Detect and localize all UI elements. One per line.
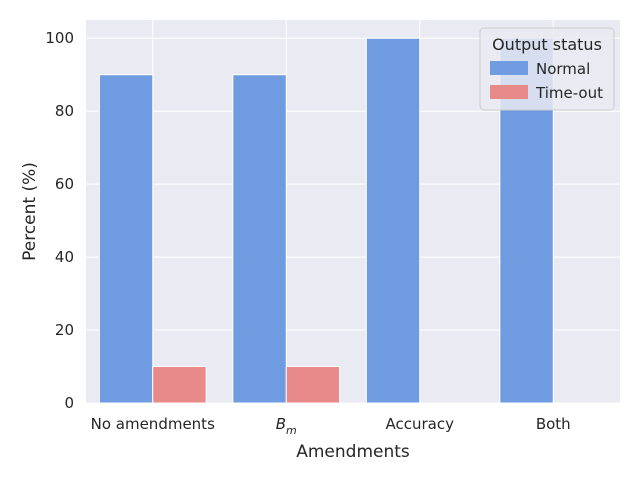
bar-normal — [365, 37, 421, 404]
legend-swatch — [490, 61, 528, 75]
y-tick-label: 80 — [55, 102, 74, 120]
x-tick-labels: No amendments Bm Accuracy Both — [91, 415, 571, 437]
legend-swatch — [490, 85, 528, 99]
legend-label: Time-out — [535, 84, 603, 102]
y-tick-label: 20 — [55, 321, 74, 339]
legend: Output status Normal Time-out — [479, 27, 615, 111]
y-tick-label: 100 — [45, 29, 74, 47]
x-tick-label: No amendments — [91, 415, 215, 433]
y-tick-label: 60 — [55, 175, 74, 193]
bar-normal — [232, 74, 287, 404]
x-tick-label: Accuracy — [386, 415, 455, 433]
x-tick-label: Bm — [276, 415, 297, 437]
y-tick-labels: 0 20 40 60 80 100 — [45, 29, 74, 412]
legend-label: Normal — [536, 60, 590, 78]
x-axis-label: Amendments — [296, 442, 410, 462]
y-tick-label: 0 — [64, 394, 74, 412]
y-tick-label: 40 — [55, 248, 74, 266]
bar-time-out — [152, 366, 207, 404]
bars — [98, 37, 554, 404]
bar-normal — [98, 74, 154, 404]
legend-title: Output status — [492, 35, 602, 54]
y-axis-label: Percent (%) — [20, 162, 40, 261]
bar-time-out — [285, 366, 341, 404]
x-tick-label: Both — [536, 415, 571, 433]
